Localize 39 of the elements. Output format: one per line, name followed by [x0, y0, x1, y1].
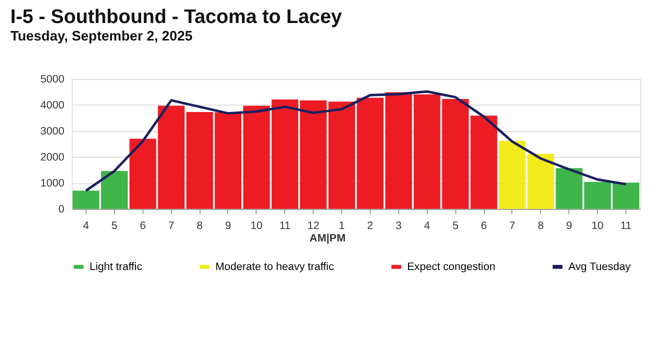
y-tick-label: 2000	[40, 151, 64, 164]
x-tick-label: 4	[424, 220, 430, 232]
legend-label: Light traffic	[89, 260, 143, 273]
y-tick-label: 1000	[40, 177, 64, 190]
x-tick-label: 8	[196, 220, 203, 232]
chart-title: I-5 - Southbound - Tacoma to Lacey	[10, 6, 342, 28]
x-tick-label: 6	[480, 220, 487, 232]
line-series	[84, 90, 628, 192]
y-tick-label: 5000	[40, 73, 64, 86]
x-tick-label: 9	[566, 220, 572, 232]
y-tick-label: 3000	[40, 125, 64, 138]
x-tick-label: 2	[367, 220, 374, 232]
x-tick-label: 7	[168, 220, 174, 232]
legend-label: Expect congestion	[407, 260, 496, 273]
x-tick-label: 3	[396, 220, 402, 232]
x-tick-label: 11	[620, 220, 632, 232]
x-tick-label: 1	[338, 220, 345, 232]
text: AM|PM	[310, 232, 346, 244]
x-tick-label: 11	[279, 220, 291, 232]
x-tick-label: 10	[592, 220, 604, 232]
legend-label: Moderate to heavy traffic	[215, 260, 335, 273]
x-tick-label: 8	[538, 220, 544, 232]
bar	[158, 106, 185, 209]
x-tick-label: 6	[140, 220, 146, 232]
bar	[129, 138, 156, 209]
y-tick-label: 4000	[40, 99, 64, 112]
bar	[527, 154, 554, 209]
x-tick-label: 9	[225, 220, 232, 232]
y-tick-label: 0	[58, 203, 64, 216]
x-tick-label: 10	[250, 220, 263, 232]
bar	[328, 102, 356, 209]
chart-subtitle: Tuesday, September 2, 2025	[10, 28, 193, 44]
legend-label: Avg Tuesday	[568, 260, 632, 273]
bar	[498, 140, 526, 209]
x-tick-label: 5	[452, 220, 458, 232]
x-tick-label: 7	[509, 220, 516, 232]
x-tick-label: 5	[111, 220, 118, 232]
x-tick-label: 4	[82, 220, 90, 232]
x-tick-label: 12	[307, 220, 320, 232]
